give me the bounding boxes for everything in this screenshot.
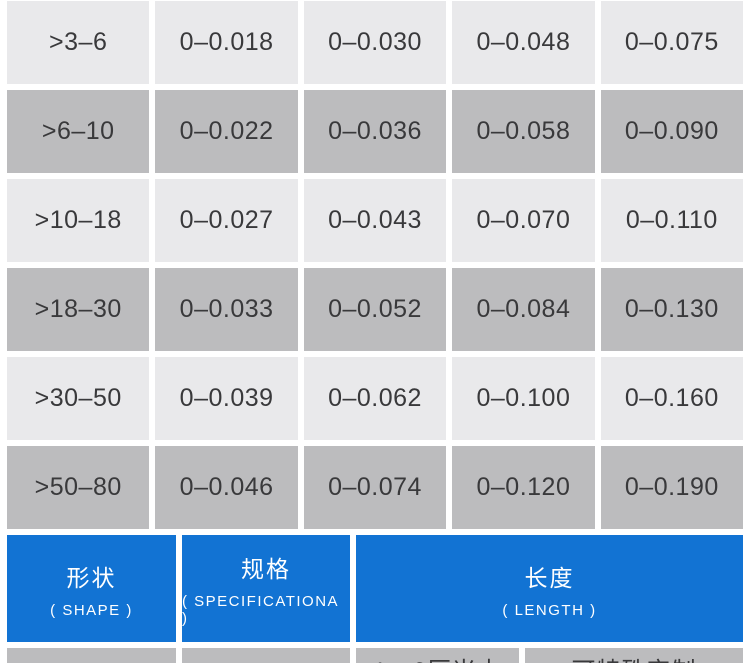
tolerance-cell: 0–0.084 (452, 268, 595, 351)
header-specification-zh: 规格 (241, 556, 291, 582)
length-option-cell: 1～6厘米内 (356, 648, 519, 663)
tolerance-cell: 0–0.033 (155, 268, 298, 351)
tolerance-cell: 0–0.048 (452, 1, 595, 84)
tolerance-cell: 0–0.022 (155, 90, 298, 173)
tolerance-cell: 0–0.062 (303, 357, 447, 440)
size-range-cell: >3–6 (7, 1, 150, 84)
tolerance-cell: 0–0.070 (452, 179, 595, 262)
size-range-cell: >6–10 (7, 90, 150, 173)
tolerance-cell: 0–0.074 (303, 446, 447, 529)
size-range-cell: >18–30 (7, 268, 150, 351)
header-specification-en: ( SPECIFICATIONA ) (182, 593, 339, 627)
table-row: >18–30 0–0.033 0–0.052 0–0.084 0–0.130 (7, 268, 744, 351)
tolerance-cell: 0–0.046 (155, 446, 298, 529)
tolerance-cell: 0–0.130 (600, 268, 744, 351)
tolerance-cell: 0–0.160 (600, 357, 744, 440)
table-row: >30–50 0–0.039 0–0.062 0–0.100 0–0.160 (7, 357, 744, 440)
tolerance-cell: 0–0.027 (155, 179, 298, 262)
shape-cell (7, 648, 176, 663)
table-row: >6–10 0–0.022 0–0.036 0–0.058 0–0.090 (7, 90, 744, 173)
tolerance-cell: 0–0.043 (303, 179, 447, 262)
table-row: >10–18 0–0.027 0–0.043 0–0.070 0–0.110 (7, 179, 744, 262)
tolerance-cell: 0–0.052 (303, 268, 447, 351)
specification-cell (182, 648, 350, 663)
tolerance-cell: 0–0.090 (600, 90, 744, 173)
tolerance-cell: 0–0.058 (452, 90, 595, 173)
tolerance-cell: 0–0.110 (600, 179, 744, 262)
tolerance-cell: 0–0.075 (600, 1, 744, 84)
header-shape-zh: 形状 (66, 564, 117, 591)
table-row: >50–80 0–0.046 0–0.074 0–0.120 0–0.190 (7, 446, 744, 529)
header-shape-en: ( SHAPE ) (50, 601, 133, 619)
tolerance-cell: 0–0.190 (600, 446, 744, 529)
tolerance-cell: 0–0.036 (303, 90, 447, 173)
table-row: >3–6 0–0.018 0–0.030 0–0.048 0–0.075 (7, 1, 744, 84)
header-cell-shape: 形状 ( SHAPE ) (7, 535, 176, 642)
tolerance-cell: 0–0.120 (452, 446, 595, 529)
tolerance-cell: 0–0.039 (155, 357, 298, 440)
tolerance-cell: 0–0.018 (155, 1, 298, 84)
spec-header-row: 形状 ( SHAPE ) 规格 ( SPECIFICATIONA ) 长度 ( … (7, 535, 743, 642)
size-range-cell: >50–80 (7, 446, 150, 529)
length-option-cell: 可特殊定制 (525, 648, 743, 663)
header-cell-length: 长度 ( LENGTH ) (356, 535, 743, 642)
header-length-zh: 长度 (524, 564, 575, 591)
tolerance-cell: 0–0.100 (452, 357, 595, 440)
size-range-cell: >10–18 (7, 179, 150, 262)
tolerance-cell: 0–0.030 (303, 1, 447, 84)
header-cell-specification: 规格 ( SPECIFICATIONA ) (182, 535, 350, 642)
header-length-en: ( LENGTH ) (502, 601, 597, 619)
table-row: 1～6厘米内 可特殊定制 (7, 648, 743, 663)
size-range-cell: >30–50 (7, 357, 150, 440)
